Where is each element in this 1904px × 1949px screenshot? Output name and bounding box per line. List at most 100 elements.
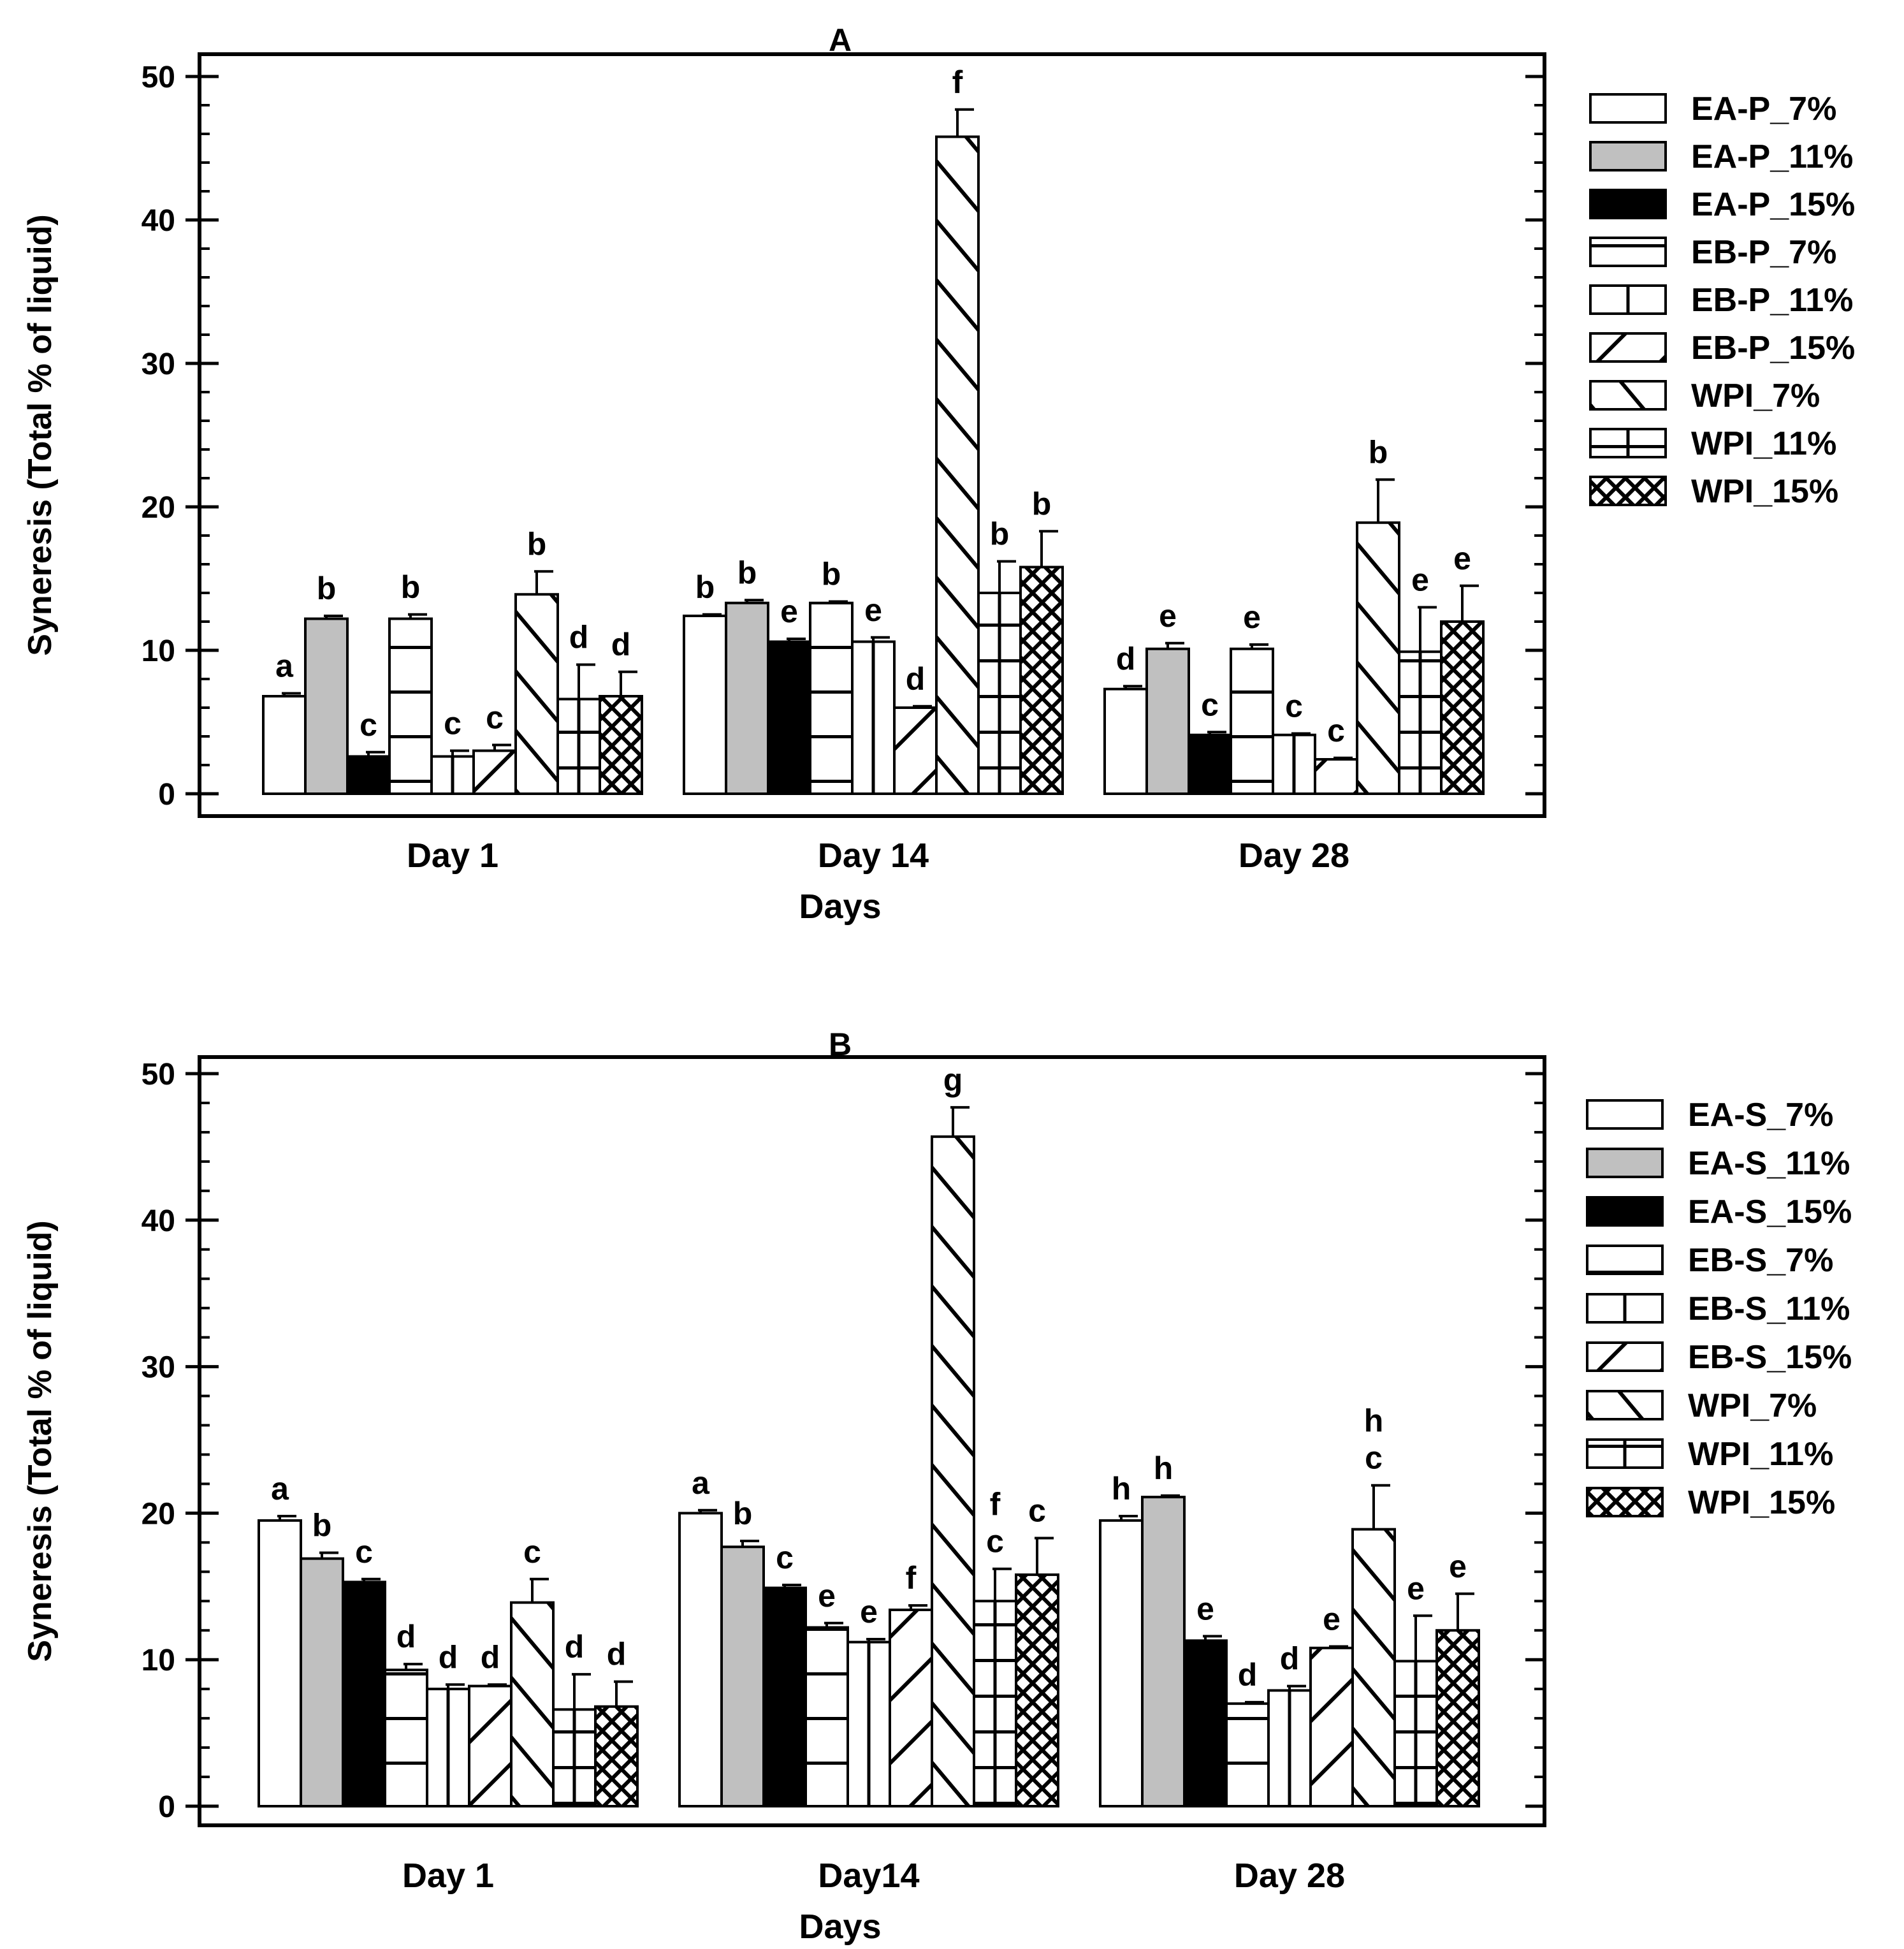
y-tick-label: 30 [142, 1351, 175, 1385]
significance-letter: a [275, 648, 294, 684]
significance-letter: b [317, 571, 337, 606]
chart-title: B [829, 1026, 852, 1062]
significance-letter: e [860, 1594, 878, 1630]
legend-label: WPI_15% [1691, 473, 1838, 510]
significance-letter: h [1112, 1471, 1131, 1507]
significance-letter: a [692, 1465, 710, 1501]
significance-letter: c [486, 700, 504, 736]
significance-letter: c [1327, 713, 1345, 748]
x-axis-label: Days [799, 1908, 881, 1946]
significance-letter: h [1154, 1450, 1174, 1486]
legend-swatch [1586, 1293, 1664, 1324]
significance-letter: d [1238, 1657, 1258, 1693]
significance-letter: e [1159, 598, 1177, 634]
significance-letter: d [611, 627, 631, 662]
significance-letter: b [733, 1496, 753, 1531]
legend-label: EB-P_11% [1691, 282, 1853, 319]
significance-letter: c [1365, 1440, 1383, 1476]
legend-label: EB-S_11% [1688, 1290, 1850, 1327]
significance-letter: d [565, 1629, 585, 1665]
y-tick-label: 20 [142, 1497, 175, 1531]
x-category-label: Day 28 [1234, 1857, 1345, 1895]
significance-letter: f [952, 64, 963, 100]
legend-swatch [1589, 332, 1667, 363]
significance-letter: d [1116, 641, 1136, 676]
legend-label: EA-S_15% [1688, 1193, 1852, 1230]
legend-label: WPI_11% [1688, 1436, 1833, 1473]
x-category-label: Day 28 [1239, 836, 1349, 875]
significance-letter: e [1453, 541, 1471, 576]
legend-label: EA-P_7% [1691, 91, 1836, 128]
x-category-label: Day 14 [818, 836, 929, 875]
significance-letter: d [396, 1619, 416, 1654]
legend-label: WPI_7% [1691, 377, 1820, 414]
legend-label: EA-P_15% [1691, 186, 1855, 223]
y-tick-label: 30 [142, 347, 175, 381]
legend-label: EB-P_7% [1691, 234, 1836, 271]
legend-swatch [1586, 1196, 1664, 1227]
legend-label: EB-S_7% [1688, 1242, 1833, 1279]
significance-letter: c [523, 1534, 541, 1570]
significance-letter: b [1032, 486, 1052, 522]
significance-letter: e [1407, 1570, 1425, 1606]
legend-label: EB-S_15% [1688, 1339, 1852, 1376]
legend-swatch [1586, 1438, 1664, 1469]
legend-swatch [1586, 1099, 1664, 1130]
x-axis-label: Days [799, 887, 881, 926]
legend-swatch [1586, 1341, 1664, 1372]
y-tick-label: 20 [142, 491, 175, 525]
significance-letter: b [312, 1507, 332, 1543]
legend-swatch [1589, 380, 1667, 411]
legend-swatch [1589, 141, 1667, 172]
y-tick-label: 50 [142, 61, 175, 94]
legend-label: EB-P_15% [1691, 330, 1855, 367]
significance-letter: e [864, 592, 882, 628]
legend-label: WPI_7% [1688, 1387, 1817, 1424]
y-tick-label: 0 [158, 778, 175, 812]
panel-a: A 0 10 20 30 40 50 Syneresis (Total % of liquid… [22, 22, 1855, 926]
legend-swatch [1586, 1487, 1664, 1517]
significance-letter: d [481, 1639, 500, 1675]
significance-letter: d [569, 620, 589, 655]
legend-swatch [1589, 237, 1667, 267]
significance-letter: c [1201, 687, 1219, 722]
significance-letter: e [1243, 599, 1261, 635]
significance-letter: f [990, 1487, 1001, 1522]
y-tick-label: 10 [142, 1644, 175, 1677]
significance-letter: e [1323, 1602, 1341, 1637]
legend-swatch [1586, 1148, 1664, 1178]
significance-letter: e [1449, 1549, 1467, 1584]
legend-swatch [1589, 189, 1667, 219]
significance-letter: d [607, 1637, 627, 1672]
significance-letter: d [1280, 1641, 1300, 1677]
significance-letter: b [1369, 434, 1388, 470]
legend-label: EA-S_11% [1688, 1145, 1850, 1182]
plot-frame [198, 52, 1546, 818]
x-category-label: Day 1 [407, 836, 498, 875]
panel-b: B 0 10 20 30 40 50 Syneresis (Total % of liquid… [22, 1026, 1852, 1946]
legend-label: EA-P_11% [1691, 138, 1853, 175]
y-axis-label: Syneresis (Total % of liquid) [22, 1220, 59, 1661]
legend-swatch [1589, 476, 1667, 506]
legend-swatch [1586, 1245, 1664, 1275]
significance-letter: b [990, 516, 1010, 552]
significance-letter: h [1364, 1403, 1384, 1439]
legend-swatch [1589, 284, 1667, 315]
plot-frame [198, 1055, 1546, 1827]
significance-letter: a [271, 1471, 289, 1507]
significance-letter: d [439, 1639, 458, 1675]
y-tick-label: 50 [142, 1058, 175, 1091]
legend-swatch [1586, 1390, 1664, 1420]
significance-letter: c [444, 706, 461, 741]
significance-letter: d [906, 661, 926, 697]
legend-swatch [1589, 93, 1667, 124]
legend-label: EA-S_7% [1688, 1097, 1833, 1134]
significance-letter: c [986, 1524, 1004, 1559]
significance-letter: c [776, 1540, 794, 1575]
legend-label: WPI_11% [1691, 425, 1836, 462]
significance-letter: e [818, 1578, 836, 1614]
significance-letter: c [360, 707, 377, 743]
significance-letter: b [822, 557, 841, 592]
legend-swatch [1589, 428, 1667, 458]
